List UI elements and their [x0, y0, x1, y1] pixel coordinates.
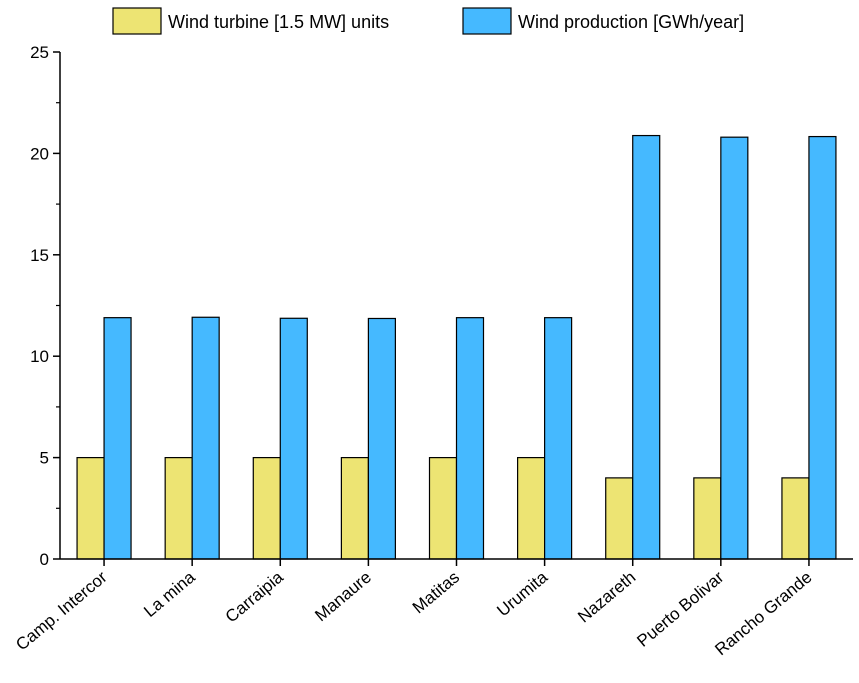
bar-turbine-units-3 — [340, 457, 369, 560]
y-tick-label: 10 — [30, 347, 49, 366]
x-category-label: La mina — [140, 567, 199, 621]
y-tick-label: 5 — [40, 449, 49, 468]
x-category-label: Matitas — [409, 568, 463, 618]
bar-wind-production-5 — [544, 317, 573, 560]
bar-turbine-units-0 — [76, 457, 105, 560]
bar-turbine-units-7 — [693, 477, 722, 560]
x-category-label: Urumita — [493, 567, 551, 620]
legend-swatch-turbine-units — [112, 7, 162, 35]
legend: Wind turbine [1.5 MW] units Wind producti… — [112, 7, 744, 35]
bar-turbine-units-8 — [781, 477, 810, 560]
y-tick-label: 0 — [40, 550, 49, 569]
legend-swatch-wind-production — [462, 7, 512, 35]
x-category-label: Nazareth — [574, 568, 639, 627]
bar-wind-production-7 — [720, 136, 749, 560]
bar-wind-production-0 — [103, 317, 132, 560]
x-category-label: Puerto Bolivar — [633, 567, 727, 650]
y-tick-label: 25 — [30, 43, 49, 62]
bar-wind-production-2 — [279, 317, 308, 560]
bar-wind-production-3 — [367, 317, 396, 560]
bar-wind-production-1 — [191, 316, 220, 560]
bar-turbine-units-1 — [164, 457, 193, 560]
bar-turbine-units-2 — [252, 457, 281, 560]
x-category-label: Manaure — [311, 568, 375, 626]
x-category-label: Rancho Grande — [711, 568, 815, 660]
bar-turbine-units-6 — [605, 477, 634, 560]
bars-layer — [76, 134, 837, 560]
y-tick-label: 15 — [30, 246, 49, 265]
bar-turbine-units-4 — [428, 457, 458, 560]
y-tick-label: 20 — [30, 144, 49, 163]
legend-label-turbine-units: Wind turbine [1.5 MW] units — [168, 12, 389, 32]
bar-wind-production-4 — [455, 317, 485, 560]
bar-turbine-units-5 — [517, 457, 546, 560]
bar-wind-production-8 — [808, 135, 837, 560]
bar-wind-production-6 — [632, 134, 661, 560]
legend-label-wind-production: Wind production [GWh/year] — [518, 12, 744, 32]
x-category-label: Camp. Intercor — [12, 567, 111, 654]
x-category-label: Carraipia — [222, 567, 287, 626]
